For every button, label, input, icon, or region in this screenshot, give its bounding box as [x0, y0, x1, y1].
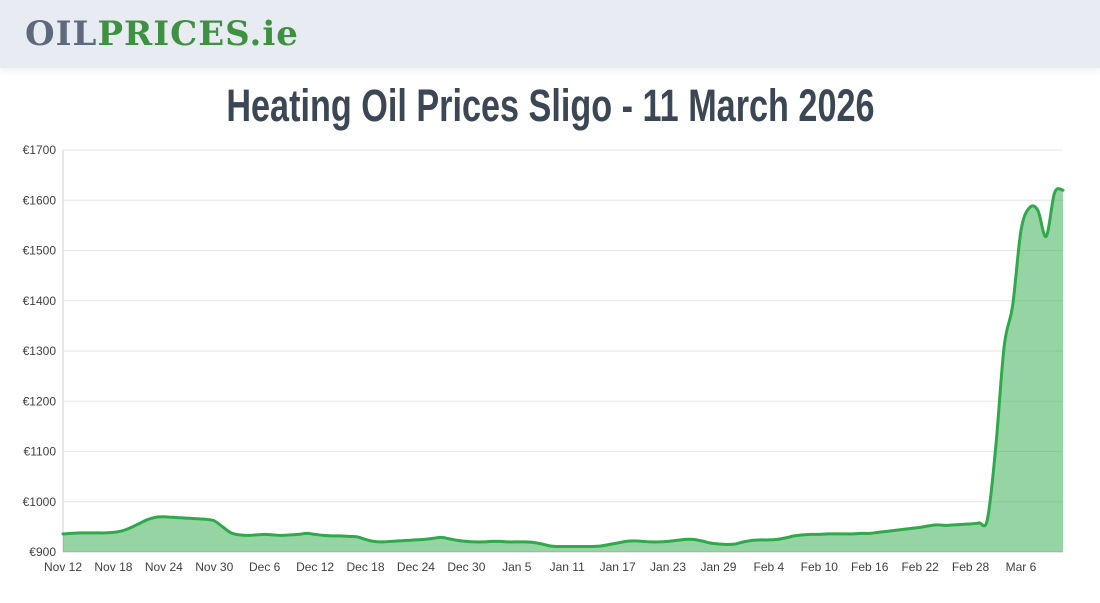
logo-text-oil: OIL: [25, 14, 98, 54]
price-chart: €900 €1000 €1100 €1200 €1300 €1400 €1500 €1600 €…: [0, 134, 1100, 598]
x-axis-tick-label: Feb 22: [901, 560, 939, 574]
price-area-series[interactable]: [63, 188, 1063, 552]
x-axis-tick-label: Feb 16: [851, 560, 889, 574]
price-line-series[interactable]: [61, 187, 1065, 549]
x-axis-tick-label: Jan 5: [502, 560, 532, 574]
x-axis-tick-label: Nov 24: [145, 560, 183, 574]
x-axis-tick-label: Nov 12: [44, 560, 82, 574]
x-axis-tick-label: Jan 17: [600, 560, 636, 574]
x-axis-tick-label: Nov 30: [195, 560, 233, 574]
x-axis-tick-label: Dec 30: [447, 560, 485, 574]
site-header: OILPRICES.ie: [0, 0, 1100, 68]
y-axis-tick-label: €1500: [23, 244, 57, 258]
page-title-text: Heating Oil Prices Sligo - 11 March 2026: [225, 80, 875, 131]
x-axis-tick-label: Dec 24: [397, 560, 435, 574]
x-axis-tick-label: Feb 28: [952, 560, 990, 574]
x-axis-tick-label: Feb 4: [754, 560, 785, 574]
x-axis-tick-label: Jan 23: [650, 560, 686, 574]
x-axis-tick-label: Mar 6: [1006, 560, 1037, 574]
y-axis-tick-label: €1700: [23, 143, 57, 157]
chart-svg[interactable]: €900 €1000 €1100 €1200 €1300 €1400 €1500 €1600 €…: [0, 134, 1100, 598]
y-axis-tick-label: €1100: [24, 445, 57, 459]
logo-text-tld: .ie: [249, 14, 299, 54]
x-axis-tick-label: Dec 12: [296, 560, 334, 574]
y-axis-tick-label: €1200: [23, 394, 57, 408]
x-axis-tick-label: Dec 6: [249, 560, 281, 574]
y-axis-tick-label: €1400: [23, 294, 57, 308]
logo-text-prices: PRICES: [97, 14, 250, 54]
x-axis-tick-label: Jan 29: [700, 560, 736, 574]
y-axis-tick-label: €900: [29, 545, 56, 559]
page-title: Heating Oil Prices Sligo - 11 March 2026: [0, 80, 1100, 132]
y-axis-tick-label: €1600: [23, 193, 57, 207]
x-axis-tick-label: Dec 18: [347, 560, 385, 574]
y-axis-tick-label: €1300: [23, 344, 57, 358]
x-axis-tick-label: Jan 11: [550, 560, 585, 574]
x-axis-tick-label: Nov 18: [94, 560, 132, 574]
site-logo[interactable]: OILPRICES.ie: [25, 17, 299, 51]
x-axis-tick-label: Feb 10: [801, 560, 839, 574]
y-axis-tick-label: €1000: [23, 495, 57, 509]
